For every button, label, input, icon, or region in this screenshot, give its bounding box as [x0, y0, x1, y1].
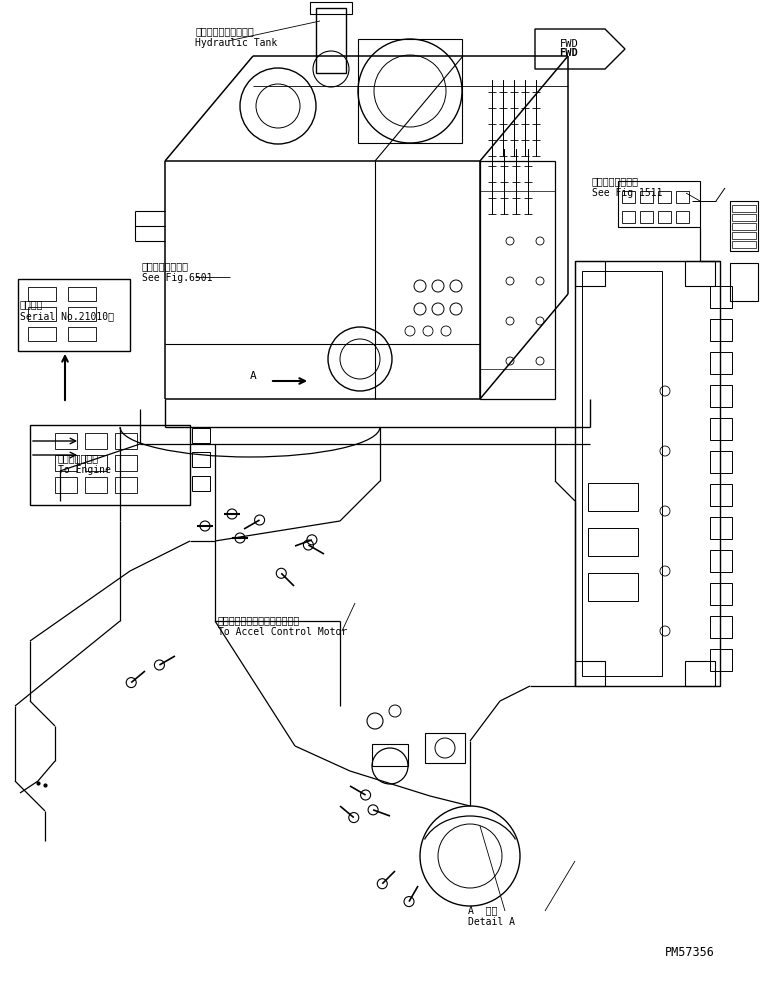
Bar — [710, 451, 732, 473]
Bar — [316, 8, 346, 73]
Bar — [676, 211, 689, 223]
Bar — [85, 477, 107, 493]
Bar — [55, 455, 77, 471]
Text: アクセルコントロールモータへ: アクセルコントロールモータへ — [218, 615, 300, 625]
Bar — [710, 550, 732, 572]
Bar — [732, 232, 756, 239]
Bar — [115, 477, 137, 493]
Text: FWD: FWD — [559, 39, 578, 49]
Bar — [480, 161, 555, 399]
Bar — [310, 2, 352, 14]
Bar — [115, 433, 137, 449]
Bar — [710, 352, 732, 374]
Text: FWD: FWD — [559, 48, 578, 58]
Bar — [115, 455, 137, 471]
Text: ハイドロリックタンク: ハイドロリックタンク — [195, 26, 254, 36]
Bar — [588, 483, 638, 511]
Bar — [658, 191, 671, 203]
Bar — [685, 661, 715, 686]
Bar — [618, 181, 700, 227]
Bar — [28, 287, 56, 301]
Bar — [685, 261, 715, 286]
Bar — [28, 307, 56, 321]
Text: 第１５１１図参照: 第１５１１図参照 — [592, 176, 639, 186]
Bar — [640, 211, 653, 223]
Bar — [622, 191, 635, 203]
Bar — [676, 191, 689, 203]
Bar — [732, 241, 756, 248]
Bar — [192, 452, 210, 467]
Bar — [710, 649, 732, 671]
Bar — [730, 263, 758, 301]
Bar — [18, 279, 130, 351]
Bar — [30, 425, 190, 505]
Bar — [68, 327, 96, 341]
Text: エンジン側面へ: エンジン側面へ — [58, 453, 99, 463]
Bar — [710, 517, 732, 539]
Bar — [732, 223, 756, 230]
Bar — [575, 661, 605, 686]
Bar — [358, 39, 462, 143]
Text: Serial No.21010～: Serial No.21010～ — [20, 311, 114, 321]
Text: 第６５０１図参照: 第６５０１図参照 — [142, 261, 189, 271]
Bar — [575, 261, 720, 686]
Text: A: A — [250, 371, 256, 381]
Bar — [588, 573, 638, 601]
Bar — [730, 201, 758, 251]
Bar — [425, 733, 465, 763]
Bar — [85, 433, 107, 449]
Bar — [710, 616, 732, 638]
Text: See Fig 1511: See Fig 1511 — [592, 188, 662, 198]
Bar — [575, 261, 605, 286]
Bar — [55, 433, 77, 449]
Bar — [588, 528, 638, 556]
Bar — [192, 476, 210, 491]
Bar — [582, 271, 662, 676]
Bar — [55, 477, 77, 493]
Text: To Engine: To Engine — [58, 465, 111, 475]
Bar — [68, 307, 96, 321]
Bar — [85, 455, 107, 471]
Bar — [710, 418, 732, 440]
Bar — [710, 286, 732, 308]
Text: To Accel Control Motor: To Accel Control Motor — [218, 627, 347, 637]
Text: Hydraulic Tank: Hydraulic Tank — [195, 38, 277, 48]
Bar — [732, 205, 756, 212]
Bar — [732, 214, 756, 221]
Text: PM57356: PM57356 — [665, 946, 715, 959]
Bar — [68, 287, 96, 301]
Bar — [622, 211, 635, 223]
Bar — [710, 319, 732, 341]
Bar — [710, 583, 732, 605]
Bar — [640, 191, 653, 203]
Bar — [480, 191, 555, 369]
Text: 適用号機: 適用号機 — [20, 299, 43, 309]
Bar — [658, 211, 671, 223]
Bar — [28, 327, 56, 341]
Text: A  詳細: A 詳細 — [468, 905, 498, 915]
Bar — [192, 428, 210, 443]
Bar — [372, 744, 408, 766]
Text: Detail A: Detail A — [468, 917, 515, 927]
Bar — [710, 385, 732, 407]
Text: See Fig.6501: See Fig.6501 — [142, 273, 213, 283]
Bar — [710, 484, 732, 506]
